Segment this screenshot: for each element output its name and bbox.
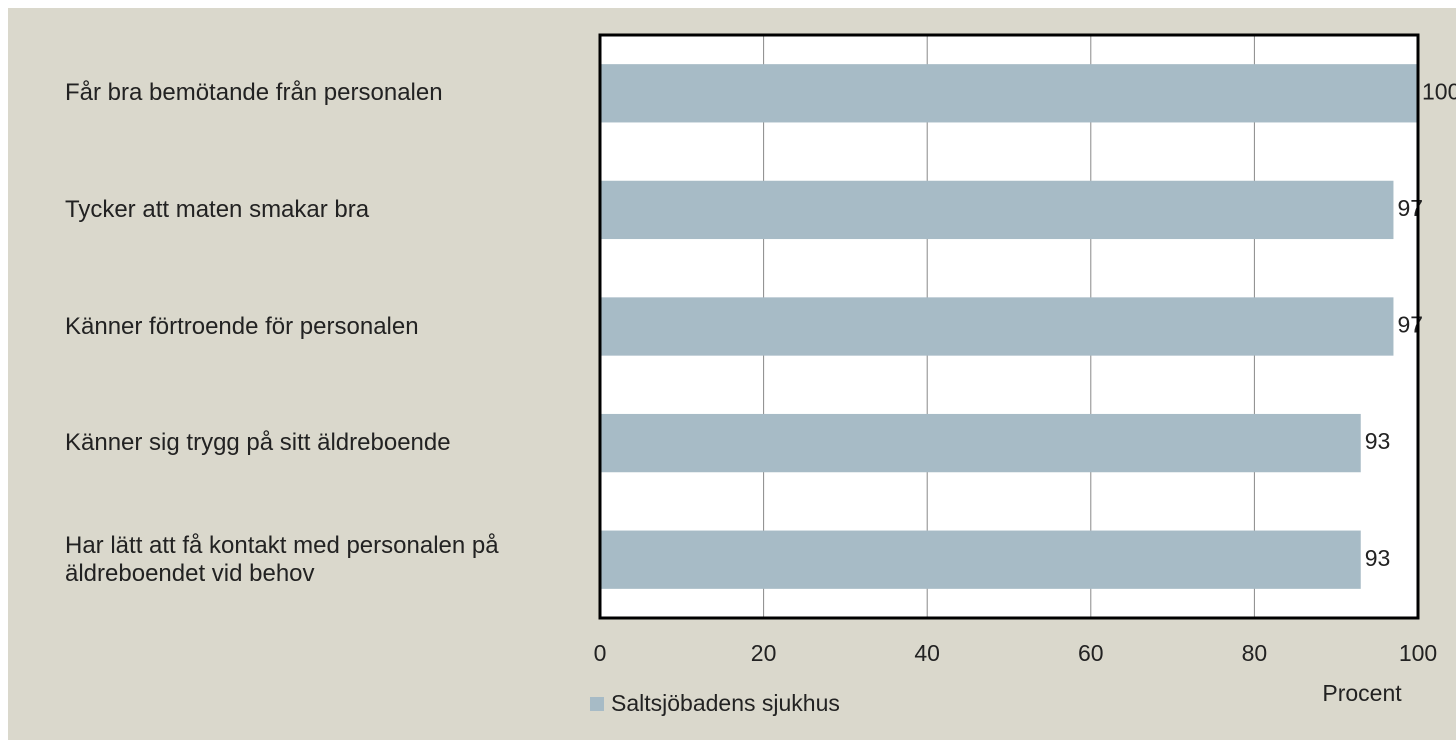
legend-swatch (590, 697, 604, 711)
legend-label: Saltsjöbadens sjukhus (611, 690, 840, 716)
x-tick-label: 60 (1078, 640, 1104, 666)
value-label: 93 (1365, 545, 1391, 571)
bar (600, 180, 1394, 240)
bar (600, 413, 1361, 473)
bar (600, 530, 1361, 589)
y-tick-label: Känner sig trygg på sitt äldreboende (65, 429, 451, 457)
y-tick-label: Känner förtroende för personalen (65, 312, 419, 340)
x-tick-label: 0 (594, 640, 607, 666)
x-tick-label: 40 (914, 640, 940, 666)
value-label: 100 (1422, 78, 1456, 104)
value-label: 93 (1365, 428, 1391, 454)
y-tick-label: Får bra bemötande från personalen (65, 79, 443, 107)
y-tick-label: Har lätt att få kontakt med personalen p… (65, 531, 499, 587)
bar (600, 297, 1394, 356)
x-axis-label: Procent (1322, 680, 1402, 706)
x-tick-label: 100 (1399, 640, 1437, 666)
plot-border (598, 33, 1420, 620)
x-tick-label: 20 (751, 640, 777, 666)
bar (600, 64, 1418, 123)
y-tick-label: Tycker att maten smakar bra (65, 195, 370, 223)
x-tick-label: 80 (1242, 640, 1268, 666)
